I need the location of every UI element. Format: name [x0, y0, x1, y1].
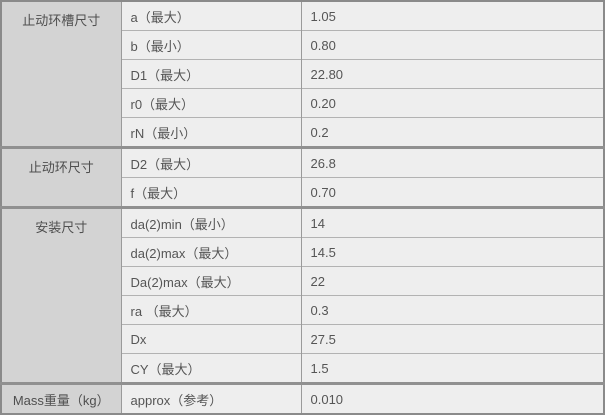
- param-cell: rN（最小）: [121, 117, 302, 148]
- table-row: da(2)max（最大） 14.5: [1, 237, 604, 267]
- table-row: 安装尺寸 da(2)min（最小） 14: [1, 206, 604, 384]
- table-row: ra （最大） 0.3: [1, 295, 604, 325]
- param-cell: D1（最大）: [121, 59, 302, 89]
- table-row: Dx 27.5: [1, 324, 604, 354]
- value-cell: 22.80: [301, 59, 604, 89]
- section-label-ring: 止动环尺寸: [1, 146, 122, 208]
- value-cell: 1.05: [301, 1, 604, 31]
- value-cell: 1.5: [301, 353, 604, 384]
- table-row: b（最小） 0.80: [1, 30, 604, 60]
- value-cell: 27.5: [301, 324, 604, 354]
- param-cell: Da(2)max（最大）: [121, 266, 302, 296]
- table-row: f（最大） 0.70: [1, 177, 604, 208]
- param-cell: ra （最大）: [121, 295, 302, 325]
- param-cell: a（最大）: [121, 1, 302, 31]
- param-cell: CY（最大）: [121, 353, 302, 384]
- table-row: D1（最大） 22.80: [1, 59, 604, 89]
- value-cell: 22: [301, 266, 604, 296]
- param-cell: D2（最大）: [121, 146, 302, 178]
- table-row: r0（最大） 0.20: [1, 88, 604, 118]
- value-cell: 26.8: [301, 146, 604, 178]
- param-cell: da(2)min（最小）: [121, 206, 302, 238]
- param-cell: approx（参考）: [121, 382, 302, 414]
- table-row: 止动环尺寸 D2（最大） 26.8: [1, 146, 604, 208]
- table-row: Da(2)max（最大） 22: [1, 266, 604, 296]
- section-label-mass: Mass重量（kg）: [1, 382, 122, 414]
- value-cell: 0.2: [301, 117, 604, 148]
- value-cell: 0.80: [301, 30, 604, 60]
- table-row: CY（最大） 1.5: [1, 353, 604, 384]
- param-cell: b（最小）: [121, 30, 302, 60]
- value-cell: 0.20: [301, 88, 604, 118]
- value-cell: 14: [301, 206, 604, 238]
- value-cell: 0.3: [301, 295, 604, 325]
- value-cell: 14.5: [301, 237, 604, 267]
- value-cell: 0.70: [301, 177, 604, 208]
- param-cell: da(2)max（最大）: [121, 237, 302, 267]
- section-label-groove: 止动环槽尺寸: [1, 1, 122, 148]
- table-row: 止动环槽尺寸 a（最大） 1.05: [1, 1, 604, 148]
- value-cell: 0.010: [301, 382, 604, 414]
- param-cell: r0（最大）: [121, 88, 302, 118]
- table-row: rN（最小） 0.2: [1, 117, 604, 148]
- table-row: Mass重量（kg） approx（参考） 0.010: [1, 382, 604, 414]
- param-cell: Dx: [121, 324, 302, 354]
- section-label-mounting: 安装尺寸: [1, 206, 122, 384]
- param-cell: f（最大）: [121, 177, 302, 208]
